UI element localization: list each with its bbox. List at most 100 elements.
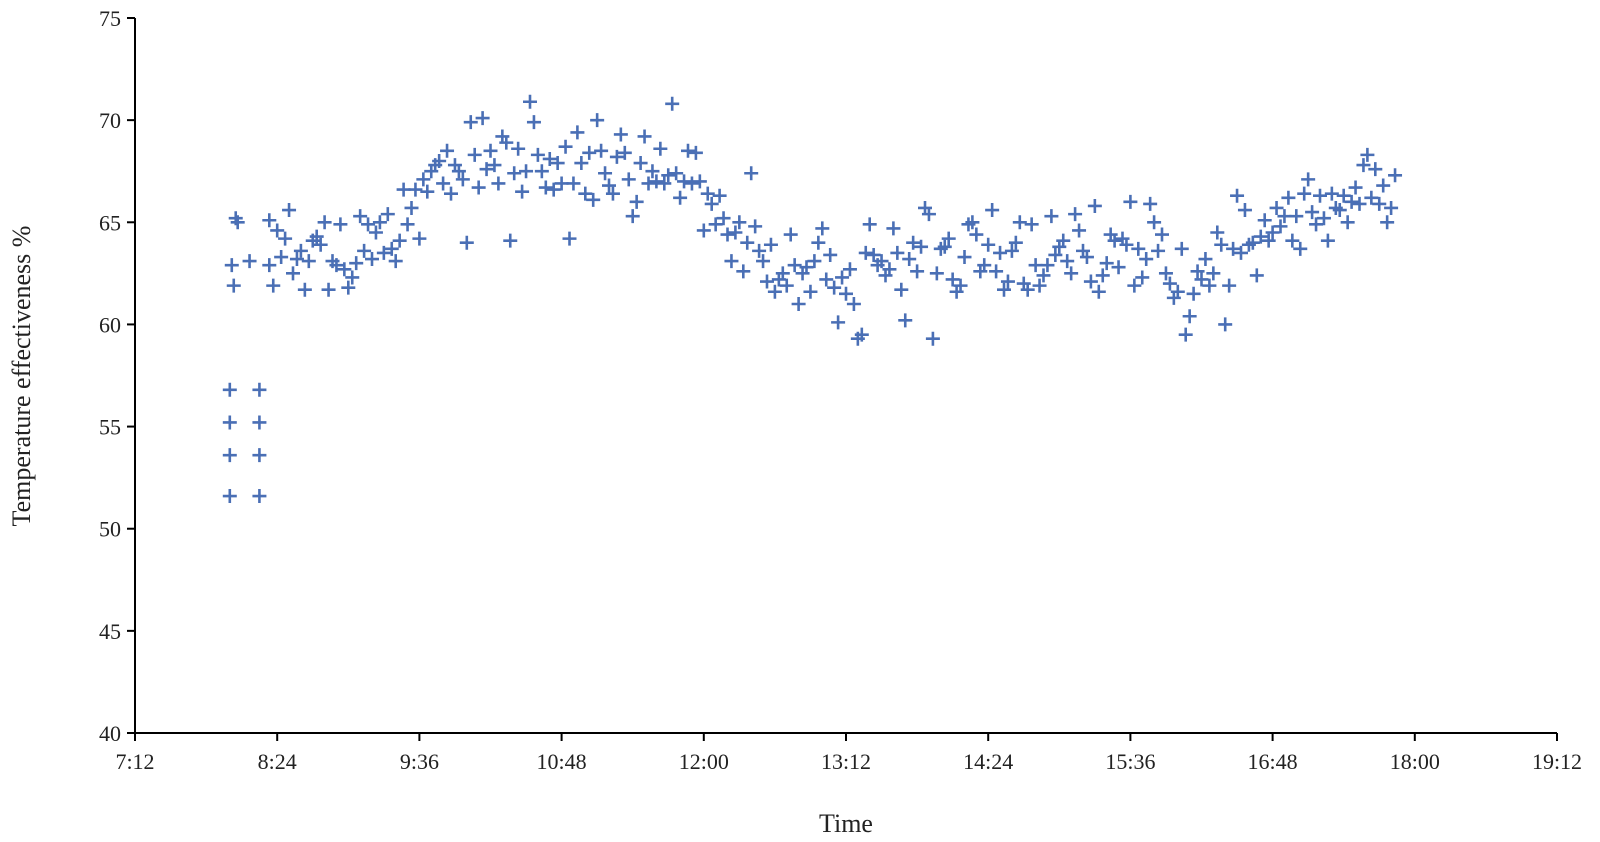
data-point <box>985 203 1000 218</box>
y-tick-label: 75 <box>99 6 121 31</box>
data-point <box>945 272 960 287</box>
data-point <box>1277 209 1292 224</box>
data-point <box>1068 207 1083 222</box>
data-point <box>700 186 715 201</box>
data-point <box>467 147 482 162</box>
data-point <box>507 166 522 181</box>
data-point <box>1360 147 1375 162</box>
data-point <box>902 252 917 267</box>
x-tick-label: 15:36 <box>1105 749 1155 774</box>
data-points <box>222 94 1403 504</box>
data-point <box>736 264 751 279</box>
data-point <box>1131 241 1146 256</box>
data-point <box>937 239 952 254</box>
data-point <box>1170 284 1185 299</box>
x-tick-label: 16:48 <box>1248 749 1298 774</box>
data-point <box>929 266 944 281</box>
data-point <box>617 145 632 160</box>
data-point <box>252 489 267 504</box>
data-point <box>941 231 956 246</box>
data-point <box>1004 243 1019 258</box>
data-point <box>404 200 419 215</box>
data-point <box>637 129 652 144</box>
data-point <box>440 143 455 158</box>
data-point <box>752 243 767 258</box>
data-point <box>317 215 332 230</box>
y-tick-label: 55 <box>99 415 121 440</box>
data-point <box>649 174 664 189</box>
axes <box>134 18 1557 734</box>
data-point <box>1253 229 1268 244</box>
data-point <box>479 162 494 177</box>
data-point <box>1380 215 1395 230</box>
data-point <box>1301 172 1316 187</box>
data-point <box>1368 162 1383 177</box>
data-point <box>977 258 992 273</box>
data-point <box>534 164 549 179</box>
data-point <box>673 190 688 205</box>
data-point <box>803 284 818 299</box>
data-point <box>262 258 277 273</box>
data-point <box>811 235 826 250</box>
data-point <box>372 215 387 230</box>
data-point <box>598 166 613 181</box>
data-point <box>586 192 601 207</box>
data-point <box>1324 186 1339 201</box>
data-point <box>357 243 372 258</box>
data-point <box>874 254 889 269</box>
data-point <box>444 186 458 201</box>
data-point <box>408 182 423 197</box>
data-point <box>677 174 692 189</box>
data-point <box>665 96 680 111</box>
data-point <box>1155 227 1169 242</box>
data-point <box>681 143 695 158</box>
data-point <box>831 315 846 330</box>
data-point <box>252 415 267 430</box>
x-ticks: 7:12 8:24 9:36 10:48 12:00 13:12 14:24 15:36 16:… <box>115 733 1582 774</box>
data-point <box>309 229 324 244</box>
data-point <box>566 176 581 191</box>
data-point <box>503 233 518 248</box>
data-point <box>839 286 853 301</box>
data-point <box>1064 266 1079 281</box>
data-point <box>898 313 913 328</box>
data-point <box>224 258 239 273</box>
data-point <box>1028 258 1043 273</box>
data-point <box>1198 252 1213 267</box>
data-point <box>1336 188 1351 203</box>
data-point <box>1147 215 1162 230</box>
data-point <box>1364 190 1379 205</box>
data-point <box>1237 203 1252 218</box>
data-point <box>625 209 640 224</box>
data-point <box>1099 256 1114 271</box>
data-point <box>775 266 790 281</box>
data-point <box>1135 270 1150 285</box>
data-point <box>882 262 897 277</box>
data-point <box>491 176 506 191</box>
data-point <box>732 215 747 230</box>
data-point <box>1218 317 1233 332</box>
data-point <box>712 188 727 203</box>
data-point <box>1091 284 1106 299</box>
data-point <box>657 176 672 191</box>
data-point <box>282 203 297 218</box>
data-point <box>274 250 289 265</box>
data-point <box>653 141 668 156</box>
data-point <box>1178 327 1193 342</box>
data-point <box>835 270 850 285</box>
data-point <box>1060 254 1075 269</box>
data-point <box>969 227 984 242</box>
data-point <box>242 254 257 269</box>
data-point <box>278 231 293 246</box>
data-point <box>1012 215 1027 230</box>
data-point <box>293 243 308 258</box>
data-point <box>1083 274 1098 289</box>
data-point <box>910 264 925 279</box>
data-point <box>846 297 861 311</box>
data-point <box>862 217 877 232</box>
data-point <box>1265 225 1280 240</box>
data-point <box>696 223 711 238</box>
data-point <box>361 217 376 232</box>
data-point <box>744 166 759 181</box>
data-point <box>728 225 743 240</box>
